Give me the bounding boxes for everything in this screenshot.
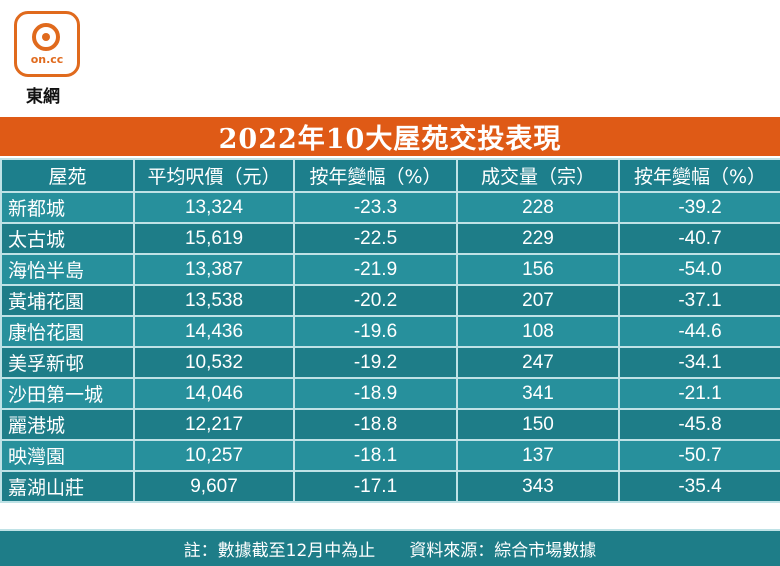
cell-price-change: -17.1	[293, 470, 458, 503]
cell-avg-price: 10,532	[133, 346, 295, 379]
cell-price-change: -22.5	[293, 222, 458, 255]
cell-avg-price: 15,619	[133, 222, 295, 255]
cell-price-change: -21.9	[293, 253, 458, 286]
cell-estate-name: 黃埔花園	[0, 284, 135, 317]
estates-table: 屋苑 平均呎價（元） 按年變幅（%） 成交量（宗） 按年變幅（%） 新都城 13,…	[0, 158, 780, 503]
cell-volume: 150	[456, 408, 620, 441]
cell-volume-change: -35.4	[618, 470, 780, 503]
footer-source: 資料來源：綜合市場數據	[409, 541, 597, 561]
table-row: 嘉湖山莊 9,607 -17.1 343 -35.4	[0, 470, 780, 503]
cell-volume: 343	[456, 470, 620, 503]
cell-volume: 228	[456, 191, 620, 224]
logo-ring-icon	[32, 23, 60, 51]
cell-volume-change: -21.1	[618, 377, 780, 410]
cell-volume: 156	[456, 253, 620, 286]
logo-frame	[14, 11, 80, 77]
cell-price-change: -23.3	[293, 191, 458, 224]
cell-volume: 137	[456, 439, 620, 472]
table-row: 映灣園 10,257 -18.1 137 -50.7	[0, 439, 780, 472]
header-avg-price: 平均呎價（元）	[133, 158, 295, 193]
table-row: 麗港城 12,217 -18.8 150 -45.8	[0, 408, 780, 441]
cell-estate-name: 康怡花園	[0, 315, 135, 348]
table-row: 海怡半島 13,387 -21.9 156 -54.0	[0, 253, 780, 286]
cell-estate-name: 麗港城	[0, 408, 135, 441]
cell-volume-change: -40.7	[618, 222, 780, 255]
table-row: 康怡花園 14,436 -19.6 108 -44.6	[0, 315, 780, 348]
cell-volume-change: -50.7	[618, 439, 780, 472]
cell-estate-name: 海怡半島	[0, 253, 135, 286]
cell-volume: 229	[456, 222, 620, 255]
header-volume-change: 按年變幅（%）	[618, 158, 780, 193]
header-price-change: 按年變幅（%）	[293, 158, 458, 193]
cell-avg-price: 12,217	[133, 408, 295, 441]
cell-price-change: -18.8	[293, 408, 458, 441]
cell-volume: 207	[456, 284, 620, 317]
table-title: 2022年10大屋苑交投表現	[218, 124, 562, 155]
cell-price-change: -19.6	[293, 315, 458, 348]
title-bar: 2022年10大屋苑交投表現	[0, 117, 780, 156]
cell-volume: 108	[456, 315, 620, 348]
table-row: 沙田第一城 14,046 -18.9 341 -21.1	[0, 377, 780, 410]
oncc-logo: on.cc	[14, 11, 80, 77]
cell-avg-price: 13,387	[133, 253, 295, 286]
cell-volume-change: -44.6	[618, 315, 780, 348]
header-estate: 屋苑	[0, 158, 135, 193]
cell-avg-price: 14,436	[133, 315, 295, 348]
brand-name: 東網	[26, 87, 60, 107]
cell-volume-change: -54.0	[618, 253, 780, 286]
cell-estate-name: 映灣園	[0, 439, 135, 472]
cell-volume: 247	[456, 346, 620, 379]
table-row: 新都城 13,324 -23.3 228 -39.2	[0, 191, 780, 224]
cell-price-change: -18.9	[293, 377, 458, 410]
logo-text: on.cc	[30, 53, 64, 66]
cell-volume: 341	[456, 377, 620, 410]
cell-volume-change: -37.1	[618, 284, 780, 317]
cell-avg-price: 13,538	[133, 284, 295, 317]
cell-price-change: -18.1	[293, 439, 458, 472]
cell-price-change: -20.2	[293, 284, 458, 317]
footer-note: 註：數據截至12月中為止	[183, 541, 376, 561]
cell-estate-name: 美孚新邨	[0, 346, 135, 379]
table-row: 太古城 15,619 -22.5 229 -40.7	[0, 222, 780, 255]
cell-avg-price: 13,324	[133, 191, 295, 224]
cell-avg-price: 9,607	[133, 470, 295, 503]
cell-avg-price: 10,257	[133, 439, 295, 472]
header-volume: 成交量（宗）	[456, 158, 620, 193]
table-row: 黃埔花園 13,538 -20.2 207 -37.1	[0, 284, 780, 317]
cell-estate-name: 沙田第一城	[0, 377, 135, 410]
table-row: 美孚新邨 10,532 -19.2 247 -34.1	[0, 346, 780, 379]
footer: 註：數據截至12月中為止 資料來源：綜合市場數據	[0, 529, 780, 566]
cell-volume-change: -39.2	[618, 191, 780, 224]
header-row: 屋苑 平均呎價（元） 按年變幅（%） 成交量（宗） 按年變幅（%）	[0, 158, 780, 193]
cell-estate-name: 嘉湖山莊	[0, 470, 135, 503]
cell-avg-price: 14,046	[133, 377, 295, 410]
cell-estate-name: 太古城	[0, 222, 135, 255]
cell-volume-change: -34.1	[618, 346, 780, 379]
cell-price-change: -19.2	[293, 346, 458, 379]
cell-estate-name: 新都城	[0, 191, 135, 224]
cell-volume-change: -45.8	[618, 408, 780, 441]
